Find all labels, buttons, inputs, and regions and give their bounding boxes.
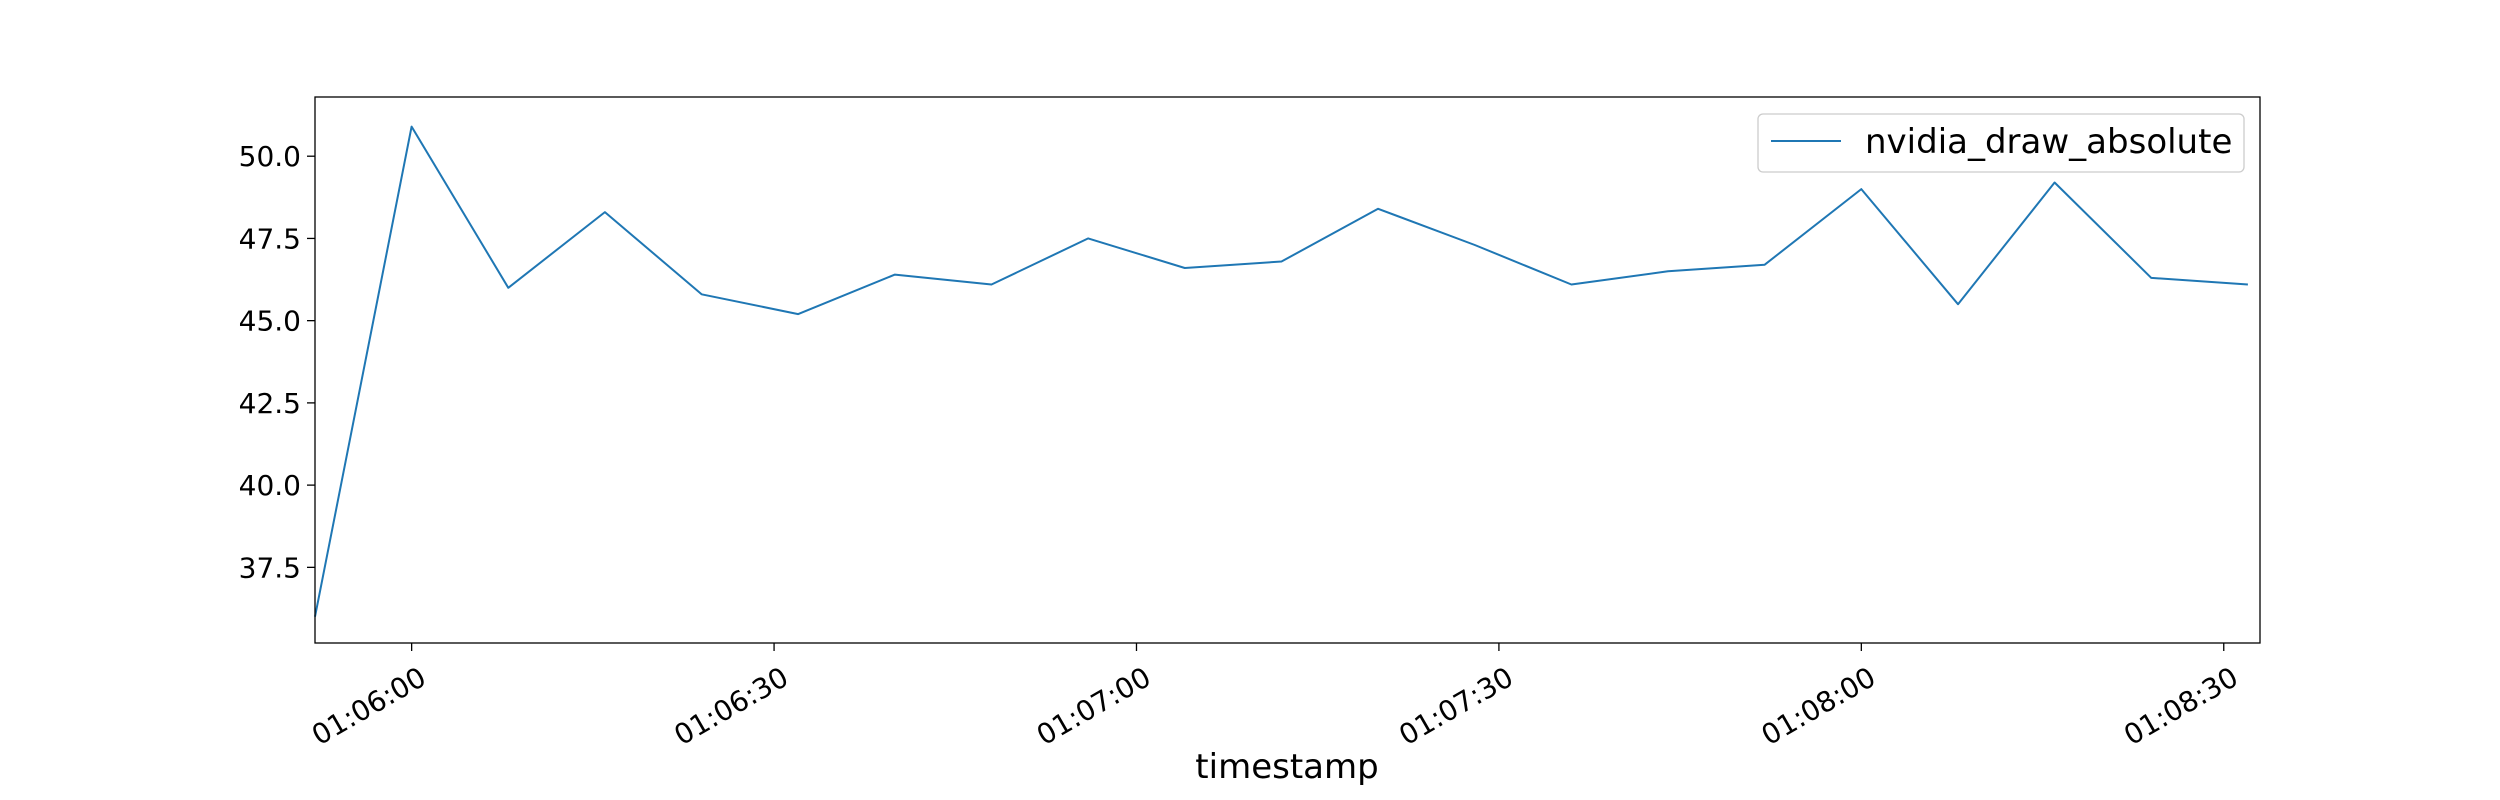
y-tick-label: 45.0 (239, 305, 301, 338)
x-tick-label: 01:06:30 (669, 660, 794, 751)
y-tick-label: 40.0 (239, 469, 301, 502)
y-tick-label: 47.5 (239, 222, 301, 255)
legend-label: nvidia_draw_absolute (1865, 122, 2232, 162)
plot-frame (314, 96, 2261, 644)
y-tick-label: 50.0 (239, 140, 301, 173)
y-tick-label: 42.5 (239, 387, 301, 420)
y-tick-label: 37.5 (239, 551, 301, 584)
legend: nvidia_draw_absolute (1757, 113, 2245, 173)
x-tick-label: 01:08:30 (2118, 660, 2243, 751)
x-tick-label: 01:08:00 (1756, 660, 1881, 751)
x-tick-label: 01:07:30 (1393, 660, 1518, 751)
ticks-layer: 37.5 40.0 42.5 45.0 47.5 50.0 01:06:00 01:06:30… (239, 140, 2244, 752)
x-axis-title: timestamp (1195, 747, 1378, 787)
legend-box (1757, 113, 2245, 173)
series-line (314, 125, 2248, 617)
x-tick-label: 01:06:00 (306, 660, 431, 751)
series-layer (314, 125, 2248, 617)
x-tick-label: 01:07:00 (1031, 660, 1156, 751)
